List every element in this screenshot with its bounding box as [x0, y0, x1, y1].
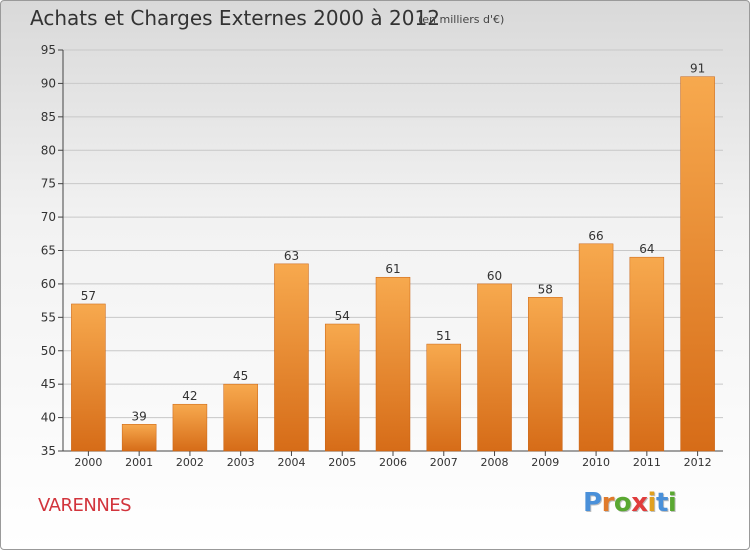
- bar: [629, 256, 665, 452]
- x-tick-label: 2006: [379, 456, 407, 469]
- y-tick-label: 45: [41, 377, 56, 391]
- x-tick-label: 2002: [176, 456, 204, 469]
- logo-letter: o: [613, 488, 632, 518]
- x-tick-label: 2010: [582, 456, 610, 469]
- data-label: 91: [690, 62, 705, 76]
- data-label: 63: [284, 249, 299, 263]
- data-label: 54: [335, 309, 350, 323]
- logo-letter: r: [601, 488, 615, 518]
- data-label: 57: [81, 289, 96, 303]
- x-tick-label: 2012: [684, 456, 712, 469]
- x-tick-label: 2003: [227, 456, 255, 469]
- bar: [223, 383, 258, 452]
- y-tick-label: 60: [41, 277, 56, 291]
- x-tick-label: 2008: [481, 456, 509, 469]
- y-tick-label: 90: [41, 76, 56, 90]
- bar: [477, 283, 512, 452]
- y-tick-label: 85: [41, 110, 56, 124]
- logo-letter: t: [655, 488, 668, 518]
- data-label: 39: [132, 409, 147, 423]
- logo-letter: i: [667, 488, 677, 518]
- y-tick-label: 95: [41, 43, 56, 57]
- chart-title: Achats et Charges Externes 2000 à 2012: [30, 6, 440, 30]
- y-tick-label: 70: [41, 210, 56, 224]
- logo-letter: P: [583, 488, 602, 518]
- x-tick-label: 2001: [125, 456, 153, 469]
- bar: [274, 263, 309, 452]
- x-tick-label: 2009: [531, 456, 559, 469]
- data-label: 64: [639, 242, 654, 256]
- x-tick-label: 2004: [277, 456, 305, 469]
- data-label: 51: [436, 329, 451, 343]
- bar: [578, 243, 614, 452]
- bar: [71, 303, 106, 452]
- x-tick-label: 2011: [633, 456, 661, 469]
- y-tick-label: 65: [41, 244, 56, 258]
- bar: [426, 343, 462, 452]
- logo-letter: i: [647, 488, 657, 518]
- bar: [528, 297, 563, 452]
- y-tick-label: 40: [41, 411, 56, 425]
- data-label: 45: [233, 369, 248, 383]
- x-tick-label: 2000: [74, 456, 102, 469]
- data-label: 60: [487, 269, 502, 283]
- proxiti-logo[interactable]: Proxiti: [583, 488, 677, 518]
- bar: [680, 76, 715, 452]
- data-label: 61: [385, 262, 400, 276]
- chart-subtitle: (en milliers d'€): [418, 13, 505, 26]
- bar: [121, 424, 157, 452]
- bar: [324, 323, 360, 452]
- city-name: VARENNES: [38, 495, 132, 516]
- data-label: 42: [182, 389, 197, 403]
- y-tick-label: 55: [41, 310, 56, 324]
- y-tick-label: 75: [41, 177, 56, 191]
- x-tick-label: 2005: [328, 456, 356, 469]
- x-tick-label: 2007: [430, 456, 458, 469]
- data-label: 58: [538, 282, 553, 296]
- bar: [375, 276, 411, 452]
- logo-letter: x: [631, 488, 648, 518]
- y-tick-label: 35: [41, 444, 56, 458]
- data-label: 66: [588, 229, 603, 243]
- bar: [172, 403, 208, 452]
- y-tick-label: 80: [41, 143, 56, 157]
- y-tick-label: 50: [41, 344, 56, 358]
